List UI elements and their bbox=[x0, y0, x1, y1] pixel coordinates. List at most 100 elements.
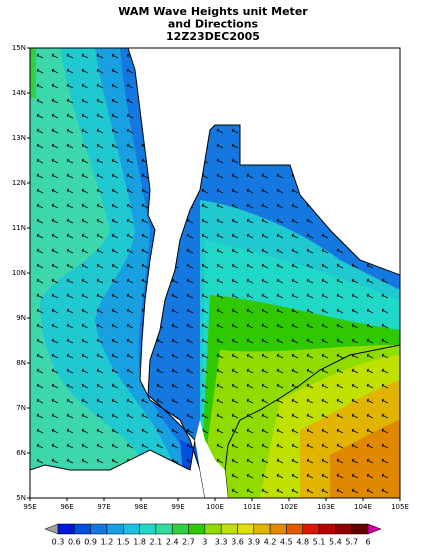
arrow bbox=[66, 293, 74, 299]
arrow bbox=[231, 128, 239, 134]
arrow bbox=[66, 368, 74, 374]
arrow bbox=[291, 293, 299, 299]
arrow bbox=[111, 158, 119, 164]
arrow bbox=[186, 398, 194, 404]
arrow bbox=[201, 383, 209, 389]
arrow bbox=[216, 248, 224, 254]
arrow bbox=[291, 188, 299, 194]
arrow bbox=[261, 458, 269, 464]
arrow bbox=[321, 383, 329, 389]
arrow bbox=[366, 263, 374, 269]
arrow bbox=[261, 218, 269, 224]
arrow bbox=[276, 278, 284, 284]
land bbox=[30, 48, 400, 498]
arrow bbox=[141, 218, 149, 224]
arrow bbox=[216, 263, 224, 269]
arrow bbox=[306, 263, 314, 269]
arrow bbox=[126, 398, 134, 404]
arrow bbox=[66, 413, 74, 419]
arrow bbox=[306, 338, 314, 344]
arrow bbox=[96, 278, 104, 284]
arrow bbox=[231, 248, 239, 254]
colorbar-label: 3.9 bbox=[247, 538, 260, 547]
arrow bbox=[261, 413, 269, 419]
arrow bbox=[81, 68, 89, 74]
arrow bbox=[141, 248, 149, 254]
colorbar-label: 1.8 bbox=[133, 538, 146, 547]
arrow bbox=[126, 248, 134, 254]
x-tick-label: 100E bbox=[206, 503, 224, 511]
arrow bbox=[351, 383, 359, 389]
arrow bbox=[81, 338, 89, 344]
arrow bbox=[126, 158, 134, 164]
arrow bbox=[366, 458, 374, 464]
colorbar-label: 5.1 bbox=[313, 538, 326, 547]
arrow bbox=[276, 368, 284, 374]
arrow bbox=[306, 473, 314, 479]
arrow bbox=[216, 203, 224, 209]
y-tick-label: 13N bbox=[12, 134, 26, 142]
arrow bbox=[306, 368, 314, 374]
arrow bbox=[51, 188, 59, 194]
colorbar-low bbox=[44, 523, 59, 535]
arrow bbox=[201, 398, 209, 404]
arrow bbox=[66, 248, 74, 254]
arrow bbox=[246, 263, 254, 269]
arrow bbox=[81, 308, 89, 314]
arrow bbox=[216, 428, 224, 434]
arrow bbox=[111, 53, 119, 59]
x-tick-label: 104E bbox=[354, 503, 372, 511]
arrow bbox=[231, 293, 239, 299]
colorbar-label: 6 bbox=[365, 538, 370, 547]
colorbar-box bbox=[318, 523, 336, 535]
arrow bbox=[381, 398, 389, 404]
colorbar-label: 3 bbox=[202, 538, 207, 547]
arrow bbox=[81, 323, 89, 329]
arrow bbox=[246, 293, 254, 299]
arrow bbox=[111, 143, 119, 149]
arrow bbox=[126, 173, 134, 179]
arrow bbox=[246, 443, 254, 449]
arrow bbox=[216, 278, 224, 284]
arrow bbox=[66, 143, 74, 149]
arrow bbox=[51, 158, 59, 164]
colorbar-box bbox=[106, 523, 124, 535]
arrow bbox=[366, 368, 374, 374]
arrow bbox=[366, 308, 374, 314]
arrow bbox=[66, 83, 74, 89]
wave-field bbox=[30, 48, 400, 498]
arrow bbox=[66, 323, 74, 329]
arrow bbox=[111, 68, 119, 74]
arrow bbox=[216, 353, 224, 359]
y-tick-label: 9N bbox=[16, 314, 26, 322]
colorbar-box bbox=[302, 523, 320, 535]
arrow bbox=[171, 443, 179, 449]
arrow bbox=[96, 293, 104, 299]
arrow bbox=[36, 323, 44, 329]
arrow bbox=[231, 458, 239, 464]
arrow bbox=[336, 413, 344, 419]
arrow bbox=[276, 428, 284, 434]
arrow bbox=[186, 323, 194, 329]
arrow bbox=[51, 353, 59, 359]
arrow bbox=[171, 383, 179, 389]
arrow bbox=[261, 263, 269, 269]
arrow bbox=[381, 458, 389, 464]
arrow bbox=[351, 368, 359, 374]
colorbar-label: 4.8 bbox=[296, 538, 309, 547]
arrow bbox=[381, 473, 389, 479]
x-tick-label: 98E bbox=[134, 503, 147, 511]
arrow bbox=[216, 308, 224, 314]
arrow bbox=[201, 293, 209, 299]
arrow bbox=[321, 413, 329, 419]
arrow bbox=[261, 443, 269, 449]
arrow bbox=[186, 368, 194, 374]
arrow bbox=[81, 248, 89, 254]
arrow bbox=[336, 263, 344, 269]
arrow bbox=[291, 203, 299, 209]
arrow bbox=[51, 128, 59, 134]
arrow bbox=[366, 443, 374, 449]
arrow bbox=[231, 233, 239, 239]
arrow bbox=[261, 293, 269, 299]
